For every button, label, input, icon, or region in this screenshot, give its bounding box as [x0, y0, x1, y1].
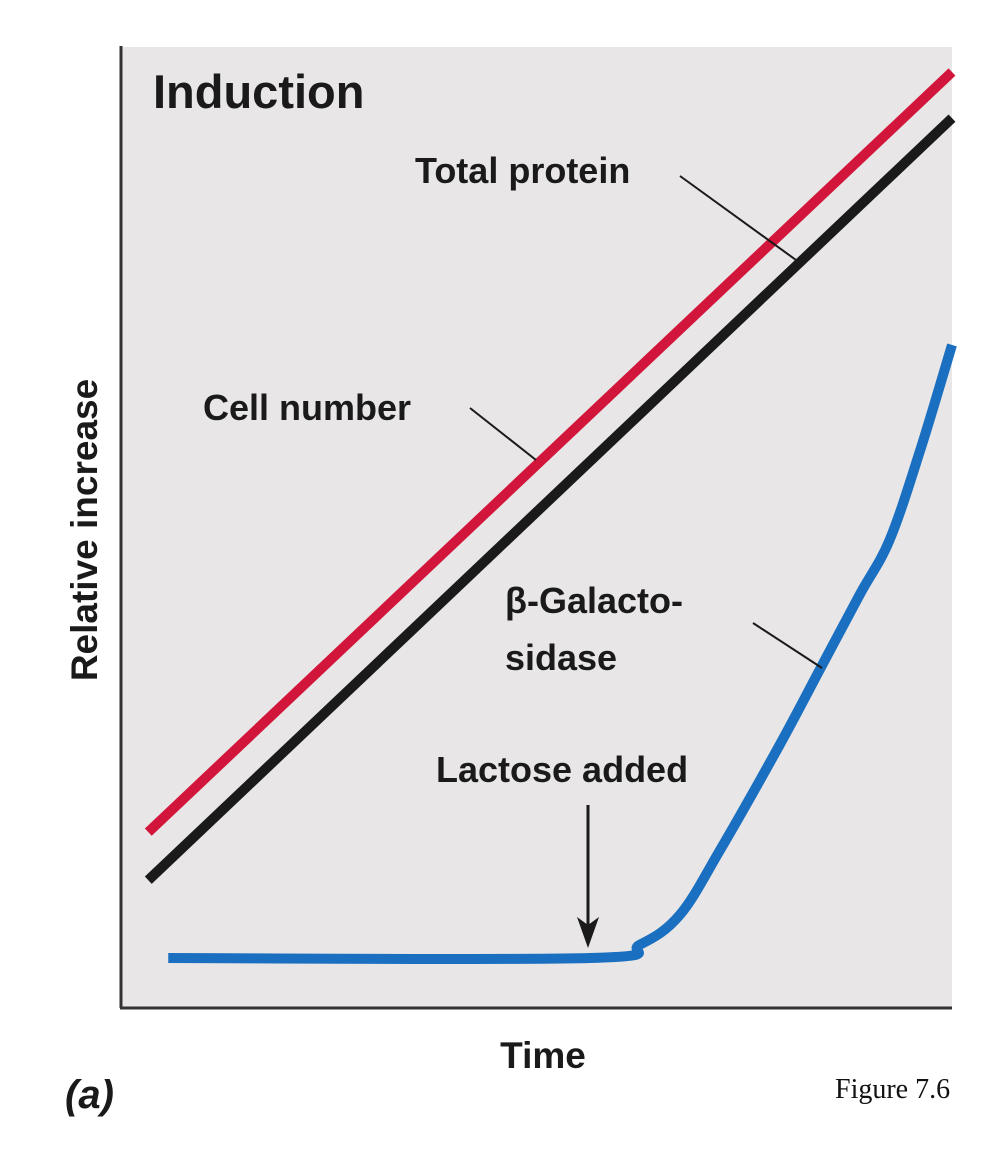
series-line-cell-number	[144, 68, 956, 836]
label-galactosidase-2: sidase	[505, 637, 617, 678]
x-axis-label: Time	[500, 1035, 586, 1076]
leader-total-protein	[679, 175, 797, 261]
leader-cell-number	[469, 407, 537, 461]
label-galactosidase-1: β-Galacto-	[505, 580, 683, 621]
chart-title: Induction	[153, 65, 364, 118]
series-layer	[144, 68, 957, 965]
series-line-total-protein	[144, 114, 956, 884]
leader-galactosidase	[752, 622, 823, 669]
label-cell-number: Cell number	[203, 387, 411, 428]
series-line--galactosidase	[168, 343, 957, 965]
panel-label: (a)	[65, 1073, 114, 1117]
lactose-arrow-head	[577, 917, 599, 948]
y-axis-label: Relative increase	[64, 379, 105, 681]
figure-caption: Figure 7.6	[835, 1074, 950, 1105]
label-total-protein: Total protein	[415, 150, 630, 191]
annotation-lactose-added: Lactose added	[436, 749, 688, 790]
